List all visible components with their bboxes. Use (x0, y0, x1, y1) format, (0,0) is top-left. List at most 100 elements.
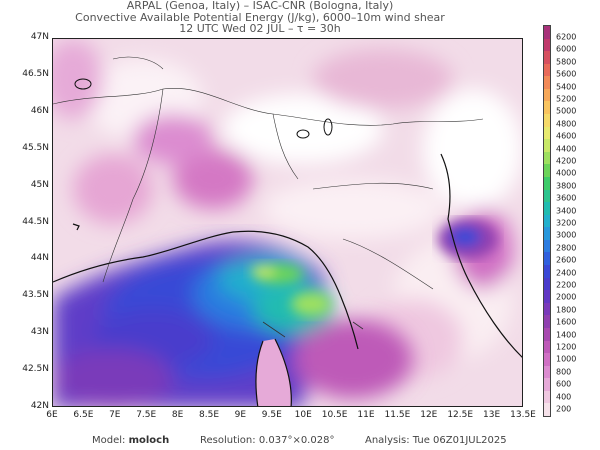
lakes (74, 78, 333, 139)
colorbar-segment (544, 114, 550, 128)
colorbar-segment (544, 151, 550, 165)
lon-label: 11.5E (384, 410, 411, 420)
colorbar-level-label: 600 (556, 379, 572, 389)
title-line-2: Convective Available Potential Energy (J… (75, 10, 445, 24)
coastlines (53, 153, 522, 406)
title-line-3: 12 UTC Wed 02 JUL – τ = 30h (179, 22, 341, 35)
colorbar-segment (544, 353, 550, 367)
lon-label: 7E (109, 410, 121, 420)
colorbar-level-label: 4800 (556, 119, 577, 129)
map-title: ARPAL (Genoa, Italy) – ISAC-CNR (Bologna… (0, 0, 520, 35)
colorbar-segment (544, 365, 550, 379)
lon-label: 11E (357, 410, 375, 420)
colorbar-segment (544, 302, 550, 316)
lon-label: 13.5E (510, 410, 536, 420)
lat-label: 44N (30, 253, 49, 264)
colorbar-segment (544, 315, 550, 329)
analysis-label: Analysis: (365, 435, 410, 446)
footer-model: Model: moloch (92, 435, 169, 446)
lat-label: 46N (30, 105, 49, 116)
colorbar-segment (544, 189, 550, 203)
colorbar-segment (544, 327, 550, 341)
colorbar-segment (544, 378, 550, 392)
colorbar-level-label: 5800 (556, 57, 577, 67)
colorbar-level-label: 1000 (556, 354, 577, 364)
colorbar-level-label: 2600 (556, 255, 577, 265)
cape-colorbar (543, 25, 551, 417)
colorbar-level-label: 2000 (556, 292, 577, 302)
resolution-label: Resolution: (200, 435, 256, 446)
colorbar-level-label: 400 (556, 392, 572, 402)
colorbar-level-label: 3600 (556, 193, 577, 203)
colorbar-segment (544, 101, 550, 115)
lat-label: 42N (30, 401, 49, 411)
wind-shear-marks (262, 321, 364, 338)
cape-field-land (53, 39, 522, 379)
resolution-value: 0.037°×0.028° (258, 435, 335, 446)
colorbar-segment (544, 252, 550, 266)
colorbar-segment (544, 390, 550, 404)
colorbar-level-label: 5200 (556, 94, 577, 104)
lon-label: 8E (171, 410, 184, 420)
colorbar-segment (544, 403, 550, 417)
colorbar-segment (544, 76, 550, 90)
cape-map (52, 38, 523, 407)
lat-label: 45.5N (22, 142, 49, 153)
lat-label: 43N (30, 327, 49, 338)
colorbar-level-label: 5000 (556, 106, 577, 116)
colorbar-segment (544, 26, 550, 40)
colorbar-level-label: 4400 (556, 144, 577, 154)
lon-label: 12.5E (447, 410, 474, 420)
lat-label: 43.5N (22, 290, 49, 301)
colorbar-level-label: 2400 (556, 268, 577, 278)
colorbar-level-label: 3800 (556, 181, 577, 191)
lon-label: 6E (46, 410, 58, 420)
colorbar-level-label: 5400 (556, 82, 577, 92)
lon-label: 10.5E (321, 410, 348, 420)
lat-label: 44.5N (22, 216, 49, 227)
colorbar-level-label: 1600 (556, 317, 577, 327)
map-canvas (53, 39, 522, 406)
lon-label: 12E (420, 410, 438, 420)
colorbar-level-label: 1800 (556, 305, 577, 315)
colorbar-level-label: 4200 (556, 156, 577, 166)
colorbar-level-label: 2200 (556, 280, 577, 290)
colorbar-level-label: 200 (556, 404, 572, 414)
colorbar-segment (544, 202, 550, 216)
lon-label: 9.5E (261, 410, 282, 420)
lat-label: 42.5N (22, 364, 49, 375)
colorbar-segment (544, 139, 550, 153)
colorbar-segment (544, 38, 550, 52)
colorbar-segment (544, 227, 550, 241)
colorbar-level-label: 5600 (556, 69, 577, 79)
lat-label: 46.5N (22, 68, 49, 79)
model-value: moloch (128, 435, 170, 446)
lon-label: 6.5E (73, 410, 94, 420)
colorbar-level-label: 4000 (556, 168, 577, 178)
colorbar-segment (544, 214, 550, 228)
colorbar-segment (544, 176, 550, 191)
colorbar-segment (544, 265, 550, 279)
colorbar-level-label: 1400 (556, 330, 577, 340)
lat-label: 47N (30, 32, 49, 42)
country-borders (53, 56, 484, 290)
lon-label: 9E (234, 410, 247, 420)
colorbar-level-label: 1200 (556, 342, 577, 352)
colorbar-level-label: 3200 (556, 218, 577, 228)
lon-label: 13E (483, 410, 501, 420)
lat-label: 45N (30, 179, 49, 190)
colorbar-segment (544, 126, 550, 140)
colorbar-level-label: 800 (556, 367, 572, 377)
colorbar-segment (544, 277, 550, 291)
colorbar-level-label: 3400 (556, 206, 577, 216)
colorbar-level-label: 2800 (556, 243, 577, 253)
lon-label: 8.5E (199, 410, 219, 420)
title-line-1: ARPAL (Genoa, Italy) – ISAC-CNR (Bologna… (126, 0, 394, 12)
footer-analysis: Analysis: Tue 06Z01JUL2025 (365, 435, 507, 446)
colorbar-segment (544, 88, 550, 102)
corsica-island (255, 339, 292, 406)
colorbar-level-label: 6000 (556, 44, 577, 54)
colorbar-segment (544, 290, 550, 304)
colorbar-segment (544, 239, 550, 253)
lon-label: 10E (294, 410, 312, 420)
